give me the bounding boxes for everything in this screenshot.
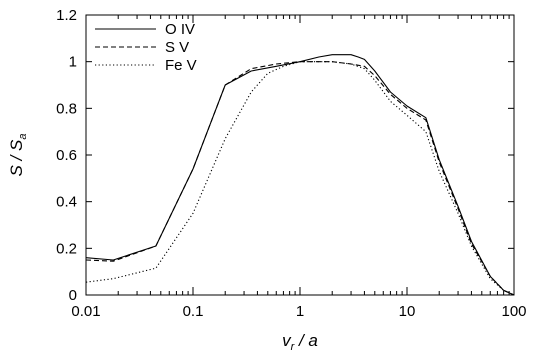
y-axis-label: S / Sa — [7, 134, 29, 177]
y-tick-label: 0.8 — [56, 100, 77, 117]
legend: O IVS VFe V — [95, 21, 197, 74]
x-axis-label: vr / a — [282, 331, 318, 353]
x-tick-label: 10 — [399, 303, 416, 320]
x-tick-label: 1 — [296, 303, 304, 320]
legend-label: Fe V — [165, 57, 197, 74]
legend-label: O IV — [165, 21, 195, 38]
series-line-o-iv — [85, 54, 515, 296]
x-tick-label: 0.1 — [183, 303, 204, 320]
series-lines — [85, 54, 515, 296]
series-line-fe-v — [85, 61, 515, 296]
x-tick-label: 0.01 — [71, 303, 100, 320]
legend-label: S V — [165, 39, 189, 56]
y-tick-label: 0.6 — [56, 147, 77, 164]
ticks: 0 0.2 0.4 0.6 0.8 1 1.2 0.01 0.1 1 10 100 — [56, 7, 526, 320]
plot-frame — [85, 14, 515, 296]
y-tick-label: 1.2 — [56, 7, 77, 24]
x-tick-label: 100 — [501, 303, 526, 320]
series-line-s-v — [85, 61, 515, 296]
y-tick-label: 0.4 — [56, 194, 77, 211]
y-tick-label: 0.2 — [56, 240, 77, 257]
y-tick-label: 0 — [69, 287, 77, 304]
y-tick-label: 1 — [69, 54, 77, 71]
